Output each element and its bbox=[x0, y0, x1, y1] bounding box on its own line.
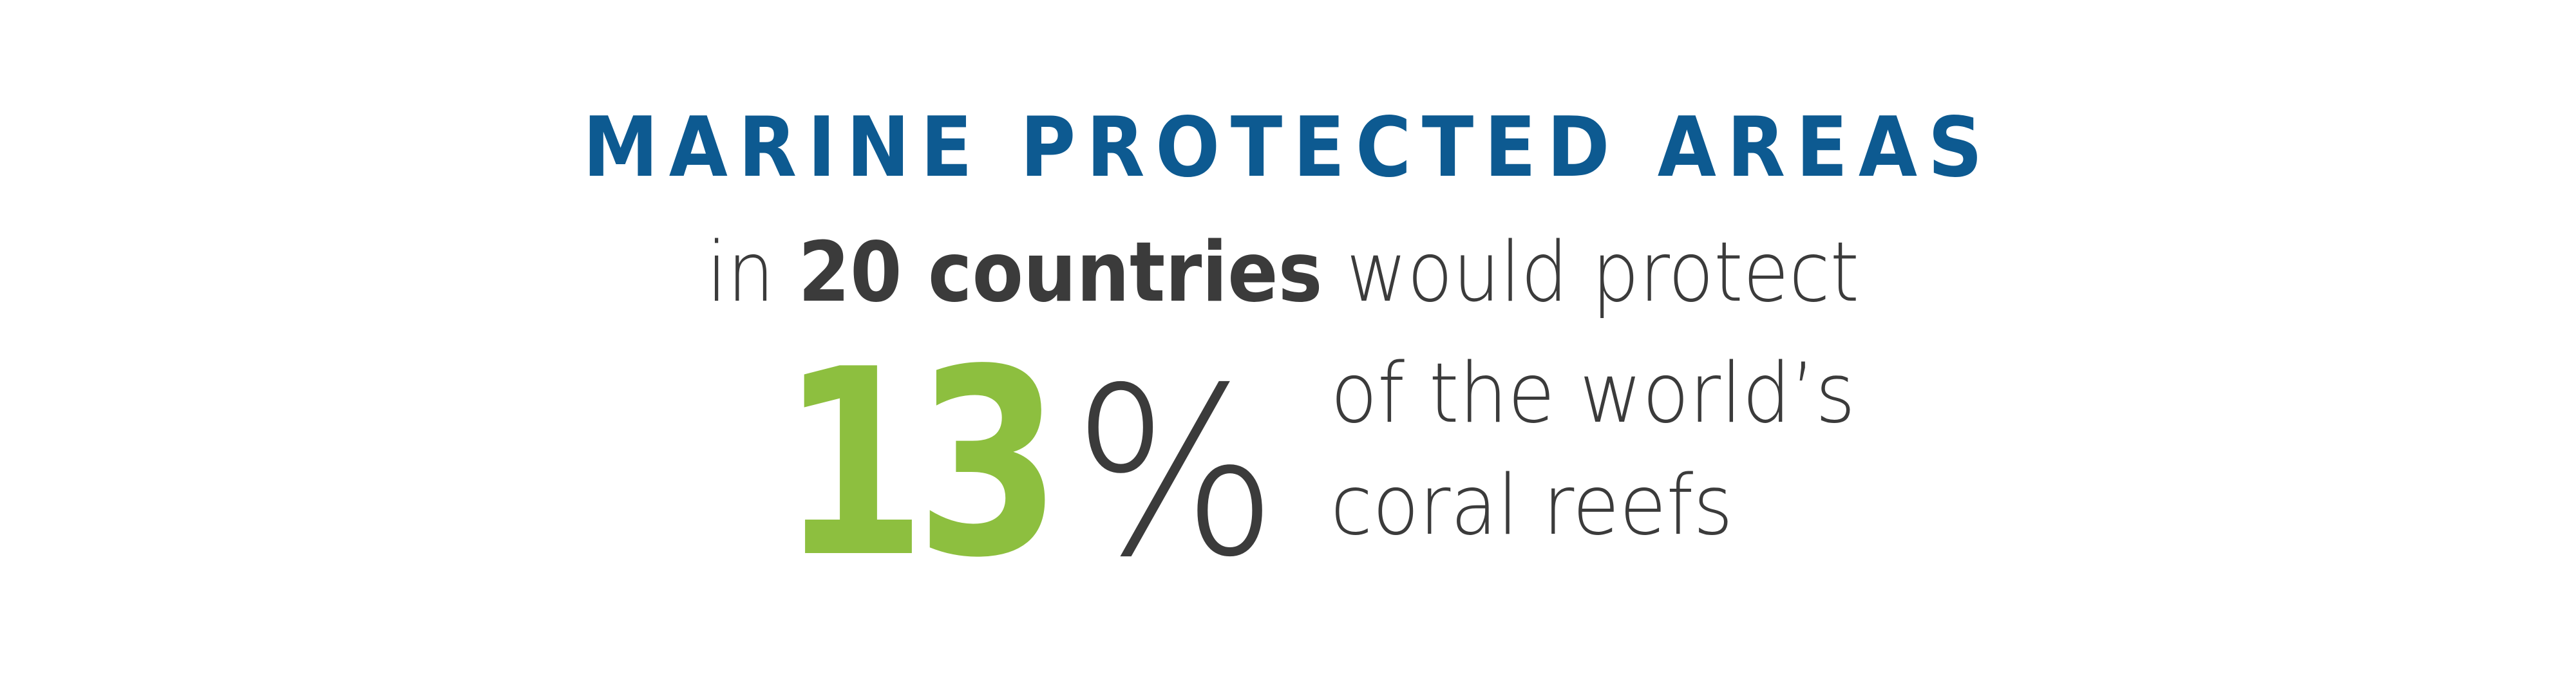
caption-line: coral reefs bbox=[1331, 458, 1733, 554]
stat-number: 13 bbox=[781, 315, 1051, 614]
statement-suffix: would protect bbox=[1346, 225, 1859, 321]
statement-prefix: in bbox=[706, 225, 775, 321]
caption-line: of the world’s bbox=[1331, 346, 1855, 442]
title: MARINE PROTECTED AREAS bbox=[583, 100, 1993, 196]
stat-unit: % bbox=[1072, 338, 1278, 608]
statement: in 20 countries would protect bbox=[706, 225, 1859, 321]
statement-emphasis: 20 countries bbox=[798, 225, 1322, 321]
